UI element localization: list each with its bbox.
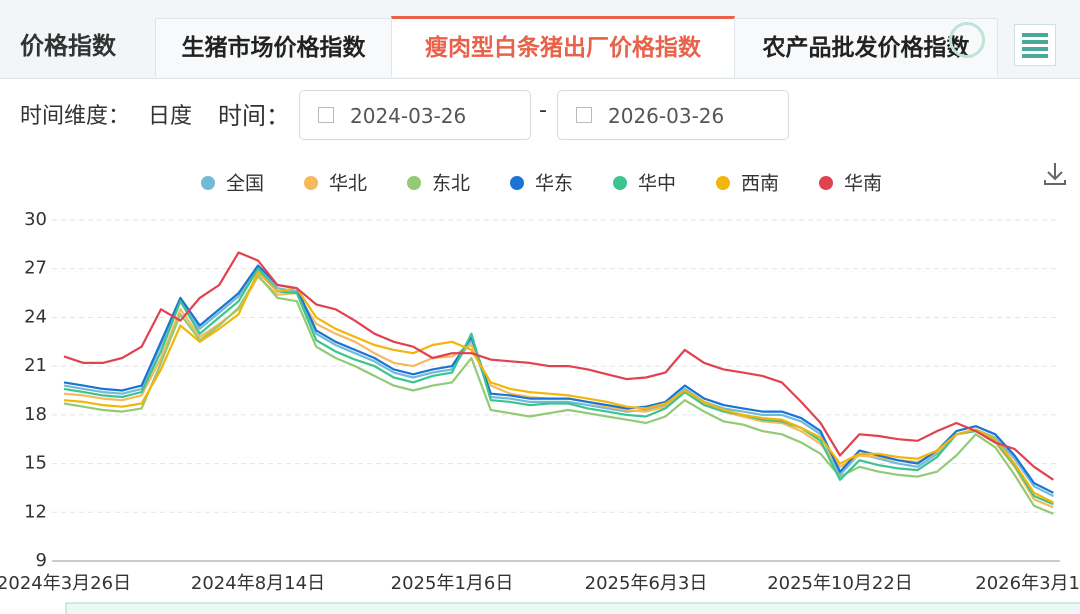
bottom-panel	[65, 602, 1080, 614]
table-glyph	[1022, 32, 1048, 58]
legend-label: 全国	[226, 173, 264, 195]
series-line	[63, 267, 1054, 497]
legend-marker	[304, 176, 318, 190]
legend-marker	[613, 176, 627, 190]
y-tick-label: 9	[36, 550, 47, 571]
series-line	[63, 251, 1055, 481]
date-separator: -	[539, 98, 547, 123]
legend-marker	[407, 176, 421, 190]
legend-label: 东北	[432, 173, 470, 195]
page-title: 价格指数	[20, 32, 116, 60]
y-tick-label: 24	[24, 306, 47, 327]
table-icon[interactable]	[1014, 24, 1056, 66]
series-line	[63, 275, 1054, 509]
x-tick-label: 2025年6月3日	[585, 573, 708, 594]
series-line	[63, 267, 1054, 506]
series-line	[63, 274, 1054, 515]
x-tick-label: 2024年8月14日	[191, 573, 325, 594]
circle-icon[interactable]	[949, 22, 985, 58]
y-tick-label: 12	[24, 501, 47, 522]
series-line	[63, 270, 1054, 504]
legend-label: 华北	[329, 173, 367, 195]
dimension-value[interactable]: 日度	[148, 104, 193, 129]
y-tick-label: 30	[24, 209, 47, 230]
legend-marker	[510, 176, 524, 190]
legend-marker	[201, 176, 215, 190]
legend-label: 华东	[535, 173, 573, 195]
x-tick-label: 2025年1月6日	[391, 573, 514, 594]
time-label: 时间：	[218, 102, 290, 130]
legend-marker	[819, 176, 833, 190]
end-date: 2026-03-26	[608, 104, 725, 128]
download-glyph[interactable]	[1044, 163, 1066, 185]
legend-label: 华中	[638, 173, 676, 195]
dimension-label: 时间维度：	[20, 104, 131, 129]
start-date-input[interactable]: 2024-03-26	[299, 90, 531, 140]
end-date-input[interactable]: 2026-03-26	[557, 90, 789, 140]
y-tick-label: 15	[24, 453, 47, 474]
tab-active[interactable]: 瘦肉型白条猪出厂价格指数	[391, 16, 735, 77]
y-tick-label: 21	[24, 355, 47, 376]
tab[interactable]: 生猪市场价格指数	[155, 18, 392, 77]
start-date: 2024-03-26	[350, 104, 467, 128]
x-tick-label: 2025年10月22日	[767, 573, 913, 594]
legend-label: 华南	[844, 173, 882, 195]
y-tick-label: 27	[24, 258, 47, 279]
legend-label: 西南	[741, 173, 779, 195]
legend-marker	[716, 176, 730, 190]
calendar-icon	[318, 107, 334, 123]
x-tick-label: 2024年3月26日	[0, 573, 131, 594]
download-icon[interactable]	[1044, 163, 1066, 185]
calendar-icon	[576, 107, 592, 123]
series-line	[63, 264, 1054, 494]
y-tick-label: 18	[24, 404, 47, 425]
x-tick-label: 2026年3月1	[975, 573, 1080, 594]
